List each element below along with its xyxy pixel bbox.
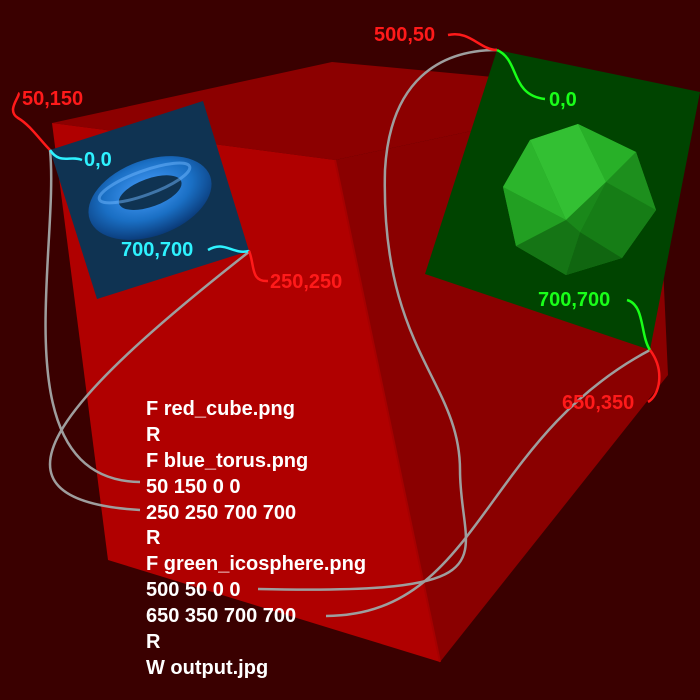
script-line: 650 350 700 700 (146, 605, 297, 628)
cube-edge (334, 159, 441, 663)
label-torus-dest-bottom-right: 250,250 (270, 271, 343, 293)
script-line: R (146, 631, 161, 654)
icosphere-panel (425, 50, 700, 350)
script-line: R (146, 527, 161, 550)
script-listing: F red_cube.png R F blue_torus.png 50 150… (146, 397, 366, 682)
connector-torus-top-left (44, 149, 141, 484)
leader-ico-dest-bottom-right (647, 349, 661, 404)
leader-torus-src-top-left (48, 149, 83, 162)
leader-ico-dest-top-left (447, 32, 498, 52)
script-line: F red_cube.png (146, 398, 295, 420)
label-ico-src-top-left: 0,0 (549, 89, 577, 111)
script-line: R (146, 423, 161, 446)
script-line: W output.jpg (146, 656, 269, 679)
leader-torus-dest-bottom-right (247, 250, 269, 283)
label-torus-src-bottom-right: 700,700 (121, 239, 194, 261)
leader-torus-dest-top-left (11, 91, 51, 151)
connector-torus-bottom-right (48, 250, 251, 512)
script-line: F green_icosphere.png (146, 553, 367, 576)
script-line: 50 150 0 0 (146, 475, 241, 498)
label-ico-src-bottom-right: 700,700 (538, 289, 611, 311)
label-torus-dest-top-left: 50,150 (22, 88, 84, 110)
leader-ico-src-top-left (496, 48, 546, 101)
label-ico-dest-bottom-right: 650,350 (562, 392, 635, 414)
torus-shape (88, 156, 212, 240)
label-leaders (11, 32, 661, 404)
script-line: F blue_torus.png (146, 449, 309, 472)
connector-ico-bottom-right (325, 348, 651, 618)
leader-torus-src-bottom-right (207, 245, 250, 253)
label-ico-dest-top-left: 500,50 (374, 24, 436, 46)
script-line: 250 250 700 700 (146, 501, 297, 524)
torus-panel (50, 101, 249, 299)
connector-lines (44, 48, 651, 618)
script-line: 500 50 0 0 (146, 579, 241, 602)
icosphere-shape (503, 124, 656, 275)
leader-ico-src-bottom-right (626, 298, 652, 351)
label-torus-src-top-left: 0,0 (84, 149, 112, 171)
connector-ico-top-left (257, 48, 498, 591)
